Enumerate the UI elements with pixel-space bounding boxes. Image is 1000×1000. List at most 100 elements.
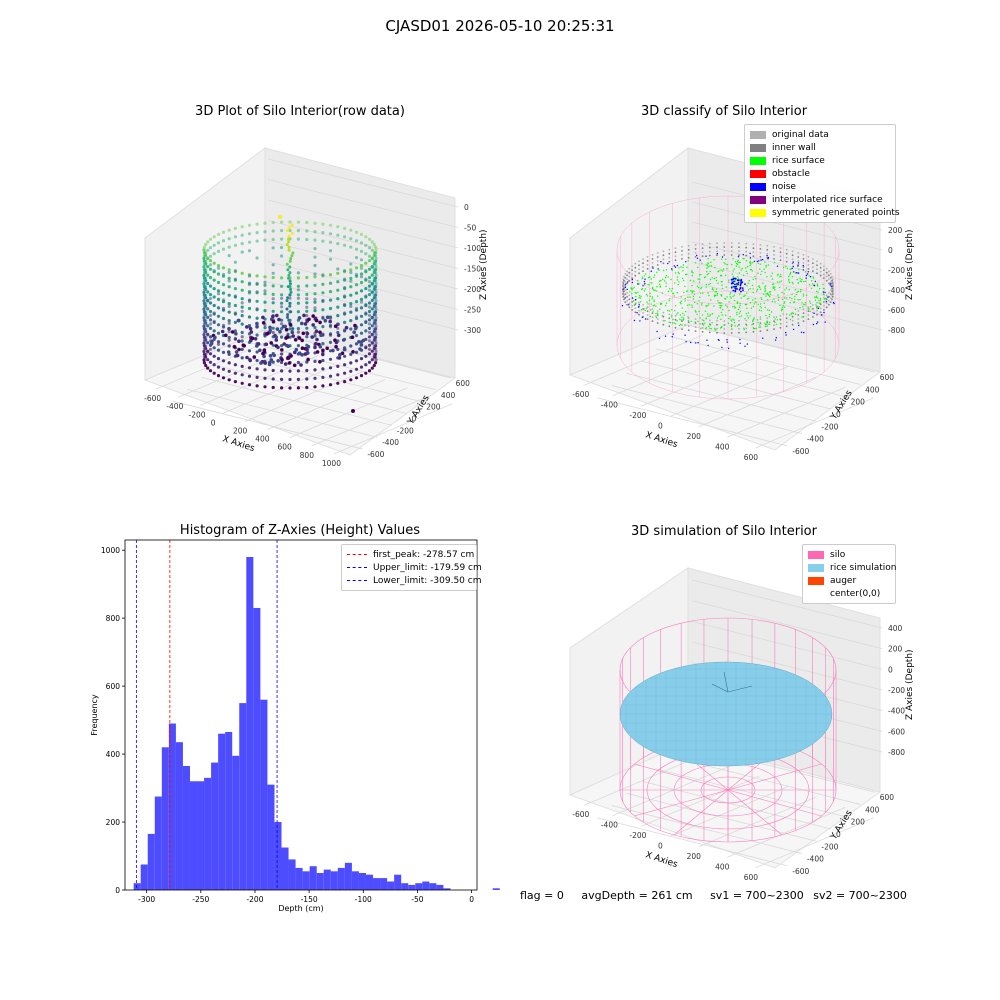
- raw-point: [328, 383, 333, 387]
- classify-point: [760, 303, 762, 305]
- raw-point: [221, 316, 226, 321]
- classify-point: [673, 322, 675, 324]
- classify-point: [724, 324, 726, 326]
- classify-point: [727, 322, 730, 324]
- classify-point: [807, 256, 810, 258]
- raw-point: [278, 215, 282, 219]
- classify-point: [753, 260, 756, 263]
- simulation-x-tick: -400: [601, 821, 618, 830]
- raw-point: [297, 351, 302, 356]
- classify-point: [771, 272, 773, 274]
- raw-point: [288, 279, 292, 283]
- simulation-legend-swatch: [808, 550, 824, 559]
- simulation-x-tick: 0: [658, 842, 663, 851]
- classify-point: [789, 268, 791, 270]
- classify-point: [793, 271, 795, 273]
- classify-point: [691, 306, 693, 308]
- raw-point: [208, 369, 213, 373]
- raw-point: [370, 307, 374, 311]
- raw-point: [247, 232, 252, 236]
- classify-point: [669, 321, 672, 324]
- simulation-z-tick: 400: [888, 624, 903, 633]
- raw-point: [367, 259, 372, 263]
- raw-point: [263, 280, 267, 284]
- classify-point: [815, 295, 818, 297]
- classify-point: [696, 313, 698, 315]
- raw-point: [305, 237, 309, 242]
- classify-point: [676, 264, 679, 267]
- classify-point: [668, 260, 671, 263]
- classify-point: [681, 316, 683, 318]
- raw-point: [374, 304, 378, 309]
- classify-point: [668, 252, 671, 255]
- classify-point: [701, 330, 704, 333]
- raw-point: [305, 377, 309, 381]
- classify-point: [700, 292, 702, 294]
- histogram-bar: [365, 874, 374, 890]
- classify-point: [791, 319, 794, 322]
- classify-point: [789, 314, 791, 316]
- classify-point: [674, 266, 677, 268]
- raw-point: [349, 378, 353, 382]
- raw-point: [280, 293, 284, 297]
- raw-point: [349, 352, 353, 356]
- raw-point: [364, 311, 368, 315]
- sv1-readout: sv1 = 700~2300: [710, 889, 804, 902]
- classify-point: [654, 289, 656, 291]
- classify-point: [784, 289, 786, 291]
- classify-point: [626, 299, 628, 302]
- classify-point: [819, 302, 821, 304]
- classify-point: [677, 312, 679, 314]
- classify-point: [642, 266, 644, 268]
- classify-point: [631, 289, 633, 291]
- classify-point: [752, 291, 754, 294]
- classify-point: [623, 279, 625, 282]
- raw-point: [202, 341, 206, 345]
- raw-point: [305, 335, 309, 339]
- classify-point: [631, 309, 633, 311]
- classify-point: [707, 258, 709, 260]
- simulation-zlabel: Z Axies (Depth): [905, 649, 915, 720]
- raw-point: [206, 240, 210, 244]
- classify-point: [824, 321, 826, 323]
- raw-point: [305, 229, 309, 233]
- raw-point: [221, 367, 226, 371]
- classify-point: [828, 303, 830, 306]
- raw-point: [349, 279, 353, 283]
- classify-point: [745, 242, 748, 245]
- raw-point: [372, 352, 376, 357]
- classify-point: [758, 285, 760, 288]
- figure-suptitle: CJASD01 2026-05-10 20:25:31: [385, 17, 615, 35]
- raw-point: [208, 309, 213, 314]
- raw-point: [233, 226, 237, 230]
- classify-point: [752, 299, 754, 301]
- simulation-legend: silo rice simulation auger center(0,0): [802, 544, 896, 604]
- histogram-bar: [436, 884, 444, 890]
- classify-point: [739, 306, 741, 309]
- classify-point: [716, 242, 718, 245]
- raw-point: [280, 377, 284, 381]
- classify-point: [771, 278, 774, 280]
- classify-point: [700, 287, 702, 290]
- classify-point: [642, 304, 644, 306]
- classify-point: [645, 273, 647, 275]
- classify-z-tick: -400: [888, 286, 905, 295]
- classify-point: [720, 326, 723, 329]
- classify-point: [658, 280, 661, 282]
- classify-point: [809, 310, 811, 312]
- classify-point: [693, 293, 696, 296]
- classify-point: [707, 305, 709, 307]
- histogram-bar: [351, 871, 359, 890]
- classify-point: [758, 309, 761, 311]
- classify-point: [753, 317, 755, 319]
- raw-point: [280, 335, 284, 339]
- raw-point: [226, 350, 231, 354]
- raw-point: [255, 274, 259, 278]
- classify-point: [730, 286, 733, 289]
- histogram-bar: [246, 556, 254, 890]
- raw-point: [216, 289, 221, 293]
- classify-point: [648, 284, 650, 286]
- raw-point: [288, 327, 292, 331]
- classify-point: [712, 289, 715, 291]
- classify-point: [779, 318, 781, 320]
